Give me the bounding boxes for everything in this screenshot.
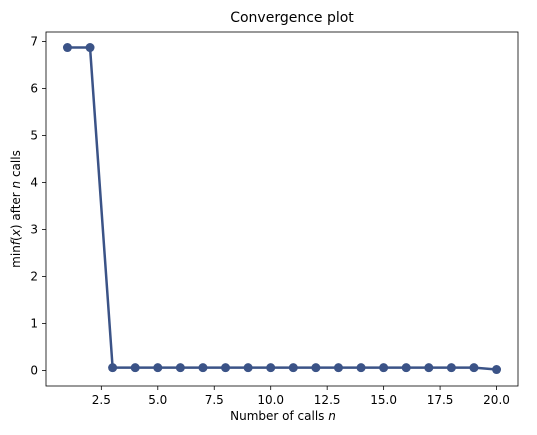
data-point [424, 363, 434, 373]
data-point [175, 363, 185, 373]
x-tick-label: 12.5 [314, 393, 341, 407]
y-tick-label: 7 [30, 34, 38, 48]
x-tick-label: 7.5 [205, 393, 224, 407]
y-axis-ticks: 0 1 2 3 4 5 6 7 [30, 34, 46, 377]
chart-title: Convergence plot [230, 10, 354, 26]
data-point [85, 43, 95, 53]
data-point [266, 363, 276, 373]
x-tick-label: 10.0 [257, 393, 284, 407]
y-tick-label: 5 [30, 128, 38, 142]
data-point [446, 363, 456, 373]
data-point [492, 365, 502, 375]
plot-frame [45, 31, 519, 387]
data-point [243, 363, 253, 373]
data-point [130, 363, 140, 373]
data-point [333, 363, 343, 373]
y-tick-label: 4 [30, 175, 38, 189]
data-point [401, 363, 411, 373]
y-axis-label: minf(x) after n calls [9, 150, 23, 268]
data-point [356, 363, 366, 373]
data-point [62, 43, 72, 53]
data-point [153, 363, 163, 373]
y-tick-label: 3 [30, 222, 38, 236]
x-axis-ticks: 2.5 5.0 7.5 10.0 12.5 15.0 17.5 20.0 [92, 386, 510, 407]
y-tick-label: 0 [30, 363, 38, 377]
data-point [108, 363, 118, 373]
plot-area [62, 43, 502, 375]
data-point [379, 363, 389, 373]
x-tick-label: 2.5 [92, 393, 111, 407]
x-axis-label: Number of calls n [230, 409, 336, 423]
data-point [469, 363, 479, 373]
x-tick-label: 17.5 [427, 393, 454, 407]
y-tick-label: 2 [30, 269, 38, 283]
data-point [198, 363, 208, 373]
x-tick-label: 20.0 [483, 393, 510, 407]
data-point [288, 363, 298, 373]
y-tick-label: 1 [30, 316, 38, 330]
series-line [67, 46, 497, 371]
data-point [221, 363, 231, 373]
x-tick-label: 5.0 [148, 393, 167, 407]
y-tick-label: 6 [30, 81, 38, 95]
x-tick-label: 15.0 [370, 393, 397, 407]
data-point [311, 363, 321, 373]
